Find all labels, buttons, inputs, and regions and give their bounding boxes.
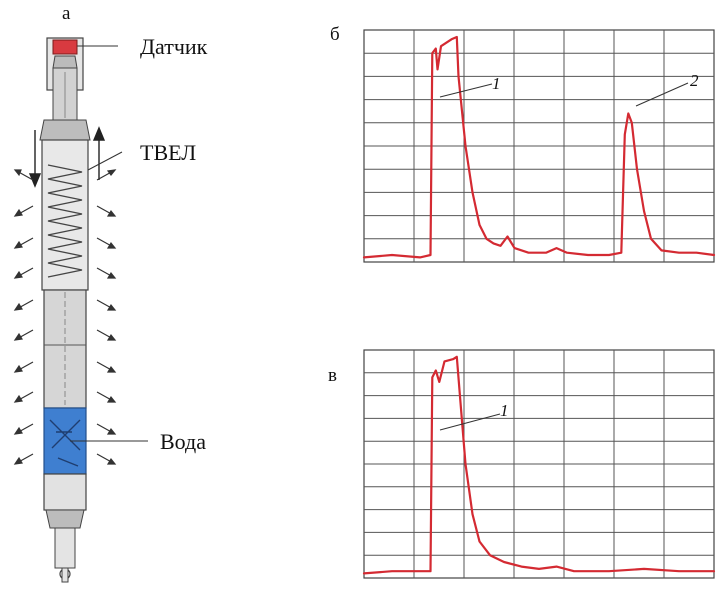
grid-v [363,349,715,579]
curve-1-leader-b [439,83,493,98]
panel-v: в 1 [328,349,716,579]
water-callout: Вода [160,429,206,454]
panel-a: а [13,3,208,583]
curve-label-1-b: 1 [492,74,501,93]
panel-letter-a: а [62,3,71,24]
grid-b [363,29,715,263]
panel-letter-v: в [328,365,337,386]
fuel-rod-drawing [39,37,91,583]
curve-2-leader-b [635,82,689,107]
trace-b [362,35,716,259]
panel-b: б 1 2 [330,24,716,263]
sensor-block [52,39,78,55]
curve-1-leader-v [439,413,501,431]
sensor-callout: Датчик [140,34,208,59]
heat-arrows-right [96,169,117,465]
fuel-rod-leader [87,151,123,171]
fuel-rod-cladding [41,139,89,291]
trace-v [362,355,716,575]
heat-arrows-left [13,169,34,465]
spring [47,164,83,278]
curve-label-2-b: 2 [690,71,699,90]
curve-label-1-v: 1 [500,401,509,420]
fuel-rod-callout: ТВЕЛ [140,140,196,165]
panel-letter-b: б [330,24,340,45]
